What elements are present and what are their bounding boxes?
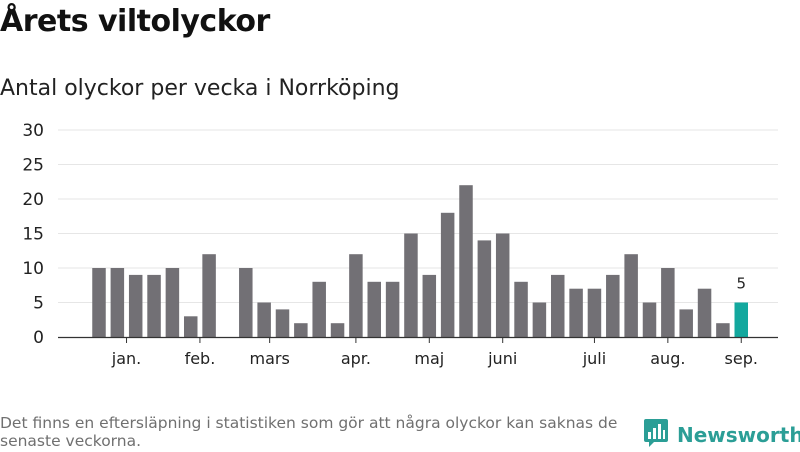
y-tick-label: 15 xyxy=(22,225,44,245)
x-tick-label: juni xyxy=(487,349,517,368)
x-tick-label: feb. xyxy=(185,349,216,368)
bar-highlight xyxy=(734,302,748,337)
bar xyxy=(367,281,381,337)
y-tick-label: 0 xyxy=(33,328,44,348)
x-tick-label: sep. xyxy=(725,349,758,368)
bar xyxy=(587,288,602,337)
bar xyxy=(330,323,345,337)
y-tick-label: 25 xyxy=(22,156,44,176)
bar-chart: 0 5 10 15 20 25 30 5 jan. feb. mars apr. maj juni juli… xyxy=(22,121,778,368)
bar xyxy=(385,281,400,337)
bar xyxy=(147,274,161,337)
x-tick-label: apr. xyxy=(341,349,371,368)
bar xyxy=(422,274,437,337)
bar xyxy=(679,309,693,337)
bar xyxy=(184,316,198,337)
bar xyxy=(697,288,712,337)
bar xyxy=(275,309,290,337)
bar xyxy=(312,281,326,337)
bar xyxy=(257,302,271,337)
bar xyxy=(165,268,180,337)
bar xyxy=(477,240,492,337)
bar-chart-bubble-icon xyxy=(643,418,669,452)
bar xyxy=(532,302,547,337)
chart-subtitle: Antal olyckor per vecka i Norrköping xyxy=(0,76,400,101)
x-tick-label: jan. xyxy=(111,349,141,368)
bar xyxy=(495,233,510,337)
x-tick-label: juli xyxy=(582,349,606,368)
bar xyxy=(661,268,675,337)
bar xyxy=(551,274,565,337)
x-tick-label: maj xyxy=(414,349,444,368)
chart-title: Årets viltolyckor xyxy=(0,4,270,39)
bar xyxy=(459,185,473,337)
bar xyxy=(128,274,143,337)
bar xyxy=(404,233,418,337)
bar xyxy=(606,274,620,337)
bar xyxy=(202,254,216,337)
brand-name: Newsworthy xyxy=(677,423,800,447)
bar xyxy=(349,254,363,337)
bar xyxy=(239,268,253,337)
footnote: Det finns en eftersläpning i statistiken… xyxy=(0,414,618,450)
bar xyxy=(294,323,308,337)
bar xyxy=(642,302,657,337)
bar xyxy=(110,268,125,337)
data-label: 5 xyxy=(736,275,746,293)
y-tick-label: 10 xyxy=(22,259,44,279)
bar xyxy=(716,323,730,337)
bar xyxy=(514,281,528,337)
bar xyxy=(440,212,455,337)
bar xyxy=(624,254,638,337)
x-tick-label: mars xyxy=(249,349,289,368)
bar xyxy=(569,288,583,337)
y-tick-label: 30 xyxy=(22,121,44,141)
brand-logo[interactable]: Newsworthy xyxy=(643,418,800,452)
y-tick-label: 20 xyxy=(22,190,44,210)
x-tick-label: aug. xyxy=(650,349,685,368)
bar xyxy=(92,268,106,337)
y-tick-label: 5 xyxy=(33,294,44,314)
